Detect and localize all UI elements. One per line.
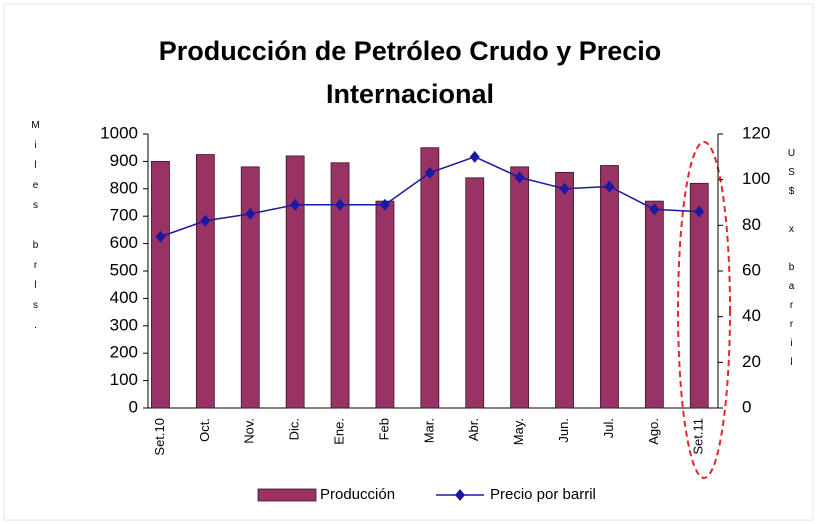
- y2-tick-label: 80: [742, 215, 761, 234]
- bar: [465, 177, 485, 409]
- y2-tick-label: 120: [742, 123, 770, 142]
- x-tick-label: Ene.: [331, 418, 346, 445]
- bar: [644, 200, 664, 409]
- y2-tick-label: 0: [742, 397, 751, 416]
- y-tick-label: 600: [110, 233, 138, 252]
- legend-label: Producción: [320, 486, 395, 503]
- price-marker: [649, 203, 660, 216]
- price-marker: [514, 171, 525, 184]
- y-tick-label: 700: [110, 206, 138, 225]
- y-tick-label: 400: [110, 288, 138, 307]
- bar: [600, 165, 619, 409]
- bar: [240, 166, 260, 409]
- frame: [3, 3, 814, 521]
- y-tick-label: 900: [110, 151, 138, 170]
- y-tick-label: 300: [110, 315, 138, 334]
- y-tick-label: 0: [129, 397, 138, 416]
- price-marker: [559, 182, 570, 195]
- y-tick-label: 200: [110, 343, 138, 362]
- price-marker: [694, 205, 705, 218]
- price-marker: [200, 214, 211, 227]
- bar: [151, 160, 170, 409]
- bar: [420, 147, 440, 409]
- price-marker: [424, 166, 435, 179]
- x-tick-label: Mar.: [421, 418, 436, 443]
- x-tick-label: Set.10: [152, 418, 167, 456]
- y2-tick-label: 60: [742, 260, 761, 279]
- y-tick-label: 500: [110, 260, 138, 279]
- price-marker: [379, 198, 390, 211]
- bar: [510, 166, 530, 409]
- x-tick-label: Set.11: [691, 418, 706, 455]
- y2-axis-label: US$ x barril: [786, 148, 797, 376]
- y2-tick-label: 40: [742, 306, 761, 325]
- price-marker: [604, 180, 615, 193]
- x-tick-label: Ago.: [646, 418, 661, 445]
- x-tick-label: Nov.: [242, 418, 257, 444]
- price-marker: [245, 207, 256, 220]
- x-tick-label: Abr.: [466, 418, 481, 441]
- bar: [375, 200, 395, 409]
- legend-swatch: [257, 488, 317, 502]
- bar: [195, 154, 215, 409]
- y-tick-label: 1000: [100, 123, 138, 142]
- price-marker: [155, 230, 166, 243]
- x-tick-label: Jun.: [556, 418, 571, 443]
- price-marker: [335, 198, 346, 211]
- x-tick-label: Feb: [376, 418, 391, 440]
- y-tick-label: 100: [110, 370, 138, 389]
- bar: [689, 182, 709, 409]
- price-marker: [290, 198, 301, 211]
- y-tick-label: 800: [110, 178, 138, 197]
- x-tick-label: Dic.: [287, 418, 302, 440]
- y2-tick-label: 20: [742, 352, 761, 371]
- bar: [285, 155, 305, 409]
- bar: [555, 171, 574, 409]
- price-marker: [469, 150, 480, 163]
- highlight-ellipse: [677, 141, 731, 479]
- y2-tick-label: 100: [742, 169, 770, 188]
- y-axis-label: Miles brls.: [30, 120, 41, 340]
- chart-title: Producción de Petróleo Crudo y Precio In…: [158, 36, 662, 109]
- legend-marker: [455, 489, 465, 501]
- x-tick-label: Jul.: [601, 418, 616, 438]
- x-tick-label: Oct.: [197, 418, 212, 442]
- x-tick-label: May.: [511, 418, 526, 445]
- legend-label: Precio por barril: [490, 486, 596, 503]
- bar: [330, 162, 350, 409]
